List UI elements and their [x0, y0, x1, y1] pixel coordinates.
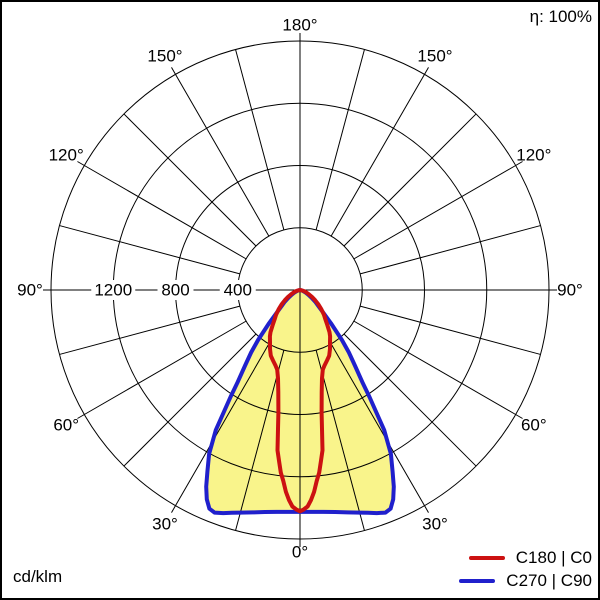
ring-label-bg-1200: [91, 280, 136, 300]
unit-label: cd/klm: [13, 567, 63, 586]
angle-label-120-left: 120°: [49, 146, 84, 165]
grid-spoke-315: [123, 333, 257, 467]
ring-label-400: 400: [224, 281, 252, 300]
angle-label-90-left: 90°: [17, 281, 43, 300]
grid-spoke-120: [353, 165, 516, 260]
angle-label-30-right: 30°: [422, 514, 448, 533]
angle-label-60-left: 60°: [53, 416, 79, 435]
angle-tick-60: [515, 414, 523, 419]
ring-label-1200: 1200: [94, 281, 132, 300]
grid-spoke-195: [235, 49, 285, 231]
grid-spoke-345: [235, 349, 285, 531]
angle-tick-150: [171, 67, 176, 75]
angle-tick-30: [424, 505, 429, 513]
grid-spoke-45: [343, 333, 477, 467]
series-curve-c180-c0: [267, 288, 333, 514]
grid-spoke-150: [330, 74, 425, 237]
grid-spoke-210: [175, 74, 270, 237]
angle-label-150-right: 150°: [417, 47, 452, 66]
angle-label-30-left: 30°: [152, 514, 178, 533]
grid-spoke-240: [84, 165, 247, 260]
grid-spoke-15: [315, 349, 365, 531]
ring-label-bg-400: [219, 280, 256, 300]
ring-label-bg-800: [157, 280, 194, 300]
legend-item-c270-c90: C270 | C90: [459, 571, 592, 591]
angle-label-90-right: 90°: [557, 281, 583, 300]
grid-spoke-105: [359, 225, 541, 275]
grid-spoke-30: [330, 343, 425, 506]
angle-tick-150: [424, 67, 429, 75]
angle-label-0: 0°: [292, 543, 308, 562]
grid-spoke-75: [359, 305, 541, 355]
grid-spoke-135: [343, 113, 477, 247]
legend-item-c180-c0: C180 | C0: [468, 548, 592, 568]
ring-label-800: 800: [161, 281, 189, 300]
grid-spoke-300: [84, 320, 247, 415]
angle-label-120-right: 120°: [516, 146, 551, 165]
c180-c0-line-swatch: [468, 556, 505, 560]
angle-tick-60: [77, 414, 85, 419]
grid-spoke-60: [353, 320, 516, 415]
angle-tick-120: [77, 161, 85, 166]
legend: C180 | C0 C270 | C90: [459, 548, 592, 591]
grid-spoke-330: [175, 343, 270, 506]
efficiency-label: η: 100%: [529, 7, 592, 26]
grid-spoke-255: [59, 225, 241, 275]
c270-c90-line-swatch: [459, 579, 496, 583]
grid-spoke-285: [59, 305, 241, 355]
angle-label-150-left: 150°: [147, 47, 182, 66]
legend-label-c180-c0: C180 | C0: [515, 548, 592, 567]
angle-tick-30: [171, 505, 176, 513]
grid-spoke-165: [315, 49, 365, 231]
angle-label-180: 180°: [282, 16, 317, 35]
grid-spoke-225: [123, 113, 257, 247]
angle-tick-120: [515, 161, 523, 166]
legend-label-c270-c90: C270 | C90: [506, 571, 592, 590]
angle-label-60-right: 60°: [521, 416, 547, 435]
